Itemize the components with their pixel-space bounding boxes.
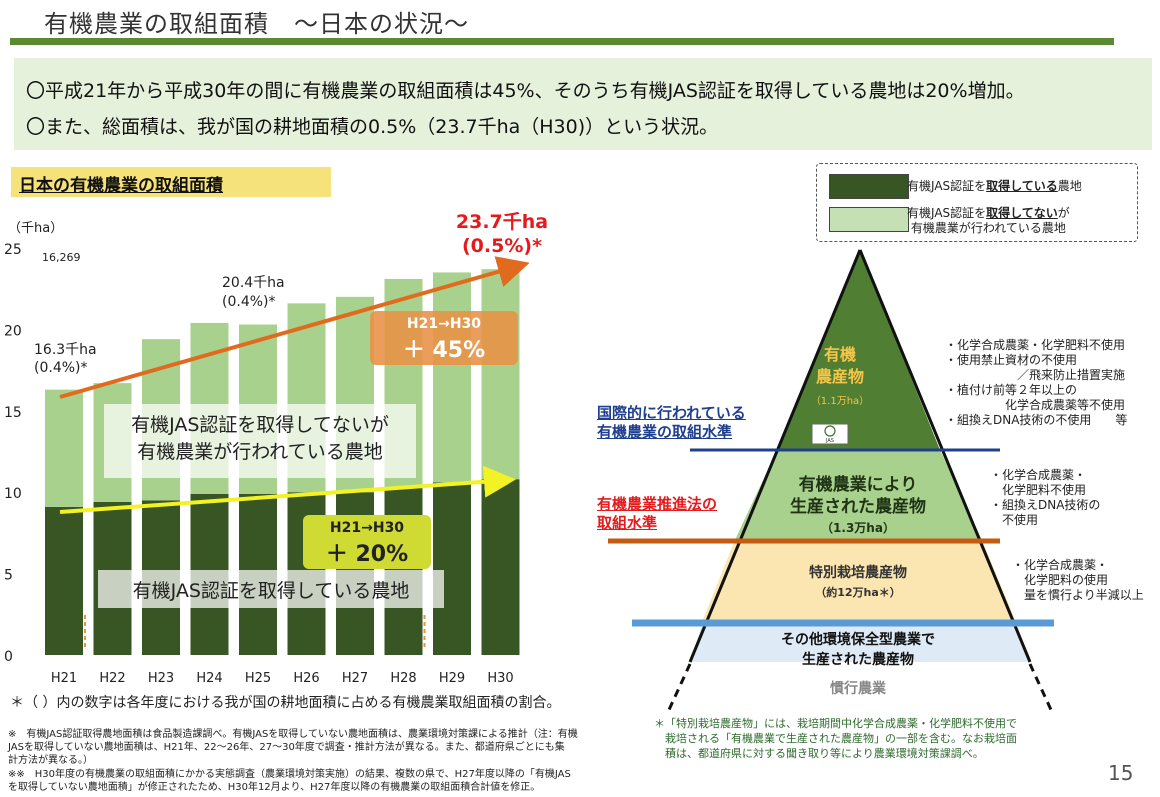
x-tick-label: H28 <box>390 671 416 686</box>
pyramid-dashed-left <box>666 663 692 713</box>
tier4-title-2: 生産された農産物 <box>802 651 914 668</box>
tier4-title-1: その他環境保全型農業で <box>781 631 935 648</box>
summary-line-2: 〇また、総面積は、我が国の耕地面積の0.5%（23.7千ha（H30)）という状… <box>26 116 719 138</box>
x-tick-label: H25 <box>245 671 271 686</box>
h30-share-label: (0.5%)* <box>462 235 542 257</box>
h21-share-label: (0.4%)* <box>34 360 88 376</box>
tier2-title-2: 生産された農産物 <box>790 496 926 517</box>
legend-swatch-certified <box>829 174 909 199</box>
footnote-1: ※ 有機JAS認証取得農地面積は食品製造課調べ。有機JASを取得していない農地面… <box>8 728 578 767</box>
tier1-title-2: 農産物 <box>816 367 864 386</box>
y-axis-label: （千ha） <box>8 221 63 236</box>
pyramid-tier-organic <box>735 450 982 540</box>
x-tick-label: H27 <box>342 671 368 686</box>
h21-value-label: 16.3千ha <box>34 342 97 358</box>
law-standard-label-line: 取組水準 <box>597 514 658 532</box>
x-tick-label: H23 <box>148 671 174 686</box>
legend-swatch-uncertified <box>829 207 909 232</box>
y-tick-label: 20 <box>4 323 22 339</box>
x-tick-label: H29 <box>439 671 465 686</box>
small-value-label: 16,269 <box>42 251 81 264</box>
total-increase-value: ＋ 45% <box>402 338 486 363</box>
footnote-1-line: JASを取得していない農地面積は、H21年、22～26年、27～30年度で調査・… <box>8 742 565 753</box>
intl-standard-label-line: 国際的に行われている <box>597 404 746 422</box>
jas-increase-box: H21→H30 ＋ 20% <box>303 515 431 569</box>
total-increase-label: H21→H30 <box>406 316 482 332</box>
pyramid-tier-special <box>702 540 1016 622</box>
jas-logo-text: JAS <box>825 438 834 444</box>
tier1-sub: （1.1万ha） <box>811 395 869 407</box>
mid-share-label: (0.4%)* <box>222 294 276 310</box>
legend-text-certified: 有機JAS認証を取得している農地 <box>907 179 1082 193</box>
bar-certified <box>433 482 471 655</box>
upper-band-label: 有機JAS認証を取得してないが 有機農業が行われている農地 <box>104 404 416 478</box>
x-tick-label: H21 <box>51 671 77 686</box>
legend-text-uncertified: 有機JAS認証を取得してないが 有機農業が行われている農地 <box>907 206 1070 235</box>
lower-band-label: 有機JAS認証を取得している農地 <box>98 570 444 608</box>
tier3-sub: （約12万ha＊） <box>815 585 901 599</box>
summary-box: 〇平成21年から平成30年の間に有機農業の取組面積は45%、そのうち有機JAS認… <box>14 58 1152 150</box>
bar-uncertified <box>433 272 471 483</box>
tier2-sub: （1.3万ha） <box>821 520 895 535</box>
tier3-title: 特別栽培農産物 <box>809 564 907 581</box>
tier3-criteria: ・化学合成農薬・ 化学肥料の使用 量を慣行より半減以上 <box>1012 558 1144 602</box>
pyramid-footnote: ＊「特別栽培農産物」には、栽培期間中化学合成農薬・化学肥料不使用で 栽培される「… <box>654 717 1017 760</box>
tier1-title-1: 有機 <box>824 345 856 364</box>
section-heading: 日本の有機農業の取組面積 <box>11 167 331 197</box>
x-tick-label: H22 <box>99 671 125 686</box>
y-tick-label: 5 <box>4 568 13 584</box>
intl-standard-label-line: 有機農業の取組水準 <box>597 423 733 441</box>
x-tick-label: H26 <box>293 671 319 686</box>
pyramid-dashed-right <box>1028 663 1054 713</box>
pyramid-outline-left <box>688 249 862 663</box>
bar-uncertified <box>45 389 83 507</box>
tier5-title: 慣行農業 <box>829 680 887 697</box>
intl-standard-label: 国際的に行われている 有機農業の取組水準 <box>597 404 746 442</box>
jas-increase-value: ＋ 20% <box>325 542 409 567</box>
y-tick-label: 0 <box>4 649 13 665</box>
footnote-2: ※※ H30年度の有機農業の取組面積にかかる実態調査（農業環境対策実施）の結果、… <box>8 768 571 794</box>
jas-logo-icon <box>811 423 849 445</box>
upper-band-label-line-2: 有機農業が行われている農地 <box>137 441 383 463</box>
page-number: 15 <box>1108 761 1134 785</box>
total-increase-box: H21→H30 ＋ 45% <box>370 311 518 365</box>
tier2-criteria: ・化学合成農薬・ 化学肥料不使用 ・組換えDNA技術の 不使用 <box>990 468 1101 527</box>
bar-certified <box>45 506 83 655</box>
y-tick-label: 25 <box>4 242 22 258</box>
jas-logo-mark <box>824 425 836 437</box>
upper-band-label-line-1: 有機JAS認証を取得してないが <box>131 414 389 436</box>
footnote-2-line: を取得していない農地面積」が修正されたため、H30年12月より、H27年度以降の… <box>8 782 541 793</box>
x-tick-label: H24 <box>196 671 222 686</box>
pyramid-legend: 有機JAS認証を取得している農地 有機JAS認証を取得してないが 有機農業が行わ… <box>816 163 1138 242</box>
footnote-1-line: ※ 有機JAS認証取得農地面積は食品製造課調べ。有機JASを取得していない農地面… <box>8 729 578 740</box>
tier1-criteria: ・化学合成農薬・化学肥料不使用 ・使用禁止資材の不使用 ／飛来防止措置実施 ・植… <box>945 338 1128 427</box>
title-rule <box>10 38 1114 45</box>
h30-value-label: 23.7千ha <box>456 211 548 233</box>
total-trend-arrow <box>59 256 530 399</box>
y-tick-label: 10 <box>4 486 22 502</box>
jas-trend-arrow <box>59 465 516 514</box>
mid-value-label: 20.4千ha <box>222 275 285 291</box>
footnote-2-line: ※※ H30年度の有機農業の取組面積にかかる実態調査（農業環境対策実施）の結果、… <box>8 769 571 780</box>
chart-footnote: ＊（ ）内の数字は各年度における我が国の耕地面積に占める有機農業取組面積の割合。 <box>10 695 561 711</box>
bar-uncertified <box>481 269 520 480</box>
x-tick-label: H30 <box>487 671 513 686</box>
y-tick-label: 15 <box>4 405 22 421</box>
footnote-1-line: 計方法が異なる。） <box>8 755 93 766</box>
pyramid-tier-organic-jas <box>777 250 940 450</box>
bar-certified <box>481 479 520 655</box>
pyramid-outline-right <box>858 249 1032 663</box>
page-title: 有機農業の取組面積 ～日本の状況～ <box>44 10 469 38</box>
jas-increase-label: H21→H30 <box>329 520 405 536</box>
summary-line-1: 〇平成21年から平成30年の間に有機農業の取組面積は45%、そのうち有機JAS認… <box>26 80 1025 102</box>
law-standard-label-line: 有機農業推進法の <box>597 495 718 513</box>
pyramid-tier-eco <box>690 624 1030 662</box>
law-standard-label: 有機農業推進法の 取組水準 <box>597 495 717 533</box>
tier2-title-1: 有機農業により <box>799 474 918 495</box>
